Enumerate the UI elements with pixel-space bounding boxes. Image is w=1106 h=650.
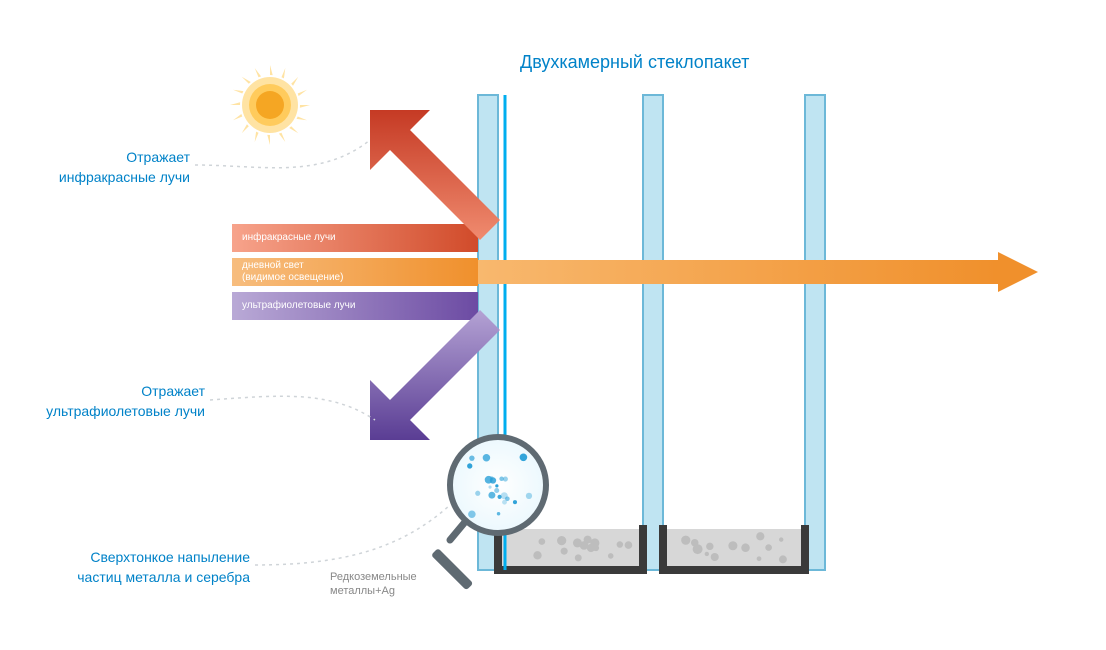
label-rare-earth-2: металлы+Ag xyxy=(330,585,395,597)
label-reflects-ir-2: инфракрасные лучи xyxy=(59,169,190,185)
label-coating-1: Сверхтонкое напыление xyxy=(90,549,250,565)
label-rare-earth-1: Редкоземельные xyxy=(330,571,417,583)
label-coating-2: частиц металла и серебра xyxy=(77,569,250,585)
label-reflects-uv: Отражает ультрафиолетовые лучи xyxy=(30,382,205,421)
label-reflects-ir-1: Отражает xyxy=(126,149,190,165)
magnifier-icon xyxy=(420,430,570,595)
label-reflects-uv-1: Отражает xyxy=(141,383,205,399)
label-coating: Сверхтонкое напыление частиц металла и с… xyxy=(60,548,250,587)
label-reflects-uv-2: ультрафиолетовые лучи xyxy=(46,403,205,419)
diagram-canvas: Двухкамерный стеклопакет инфракрасные лу… xyxy=(0,0,1106,650)
label-reflects-ir: Отражает инфракрасные лучи xyxy=(40,148,190,187)
